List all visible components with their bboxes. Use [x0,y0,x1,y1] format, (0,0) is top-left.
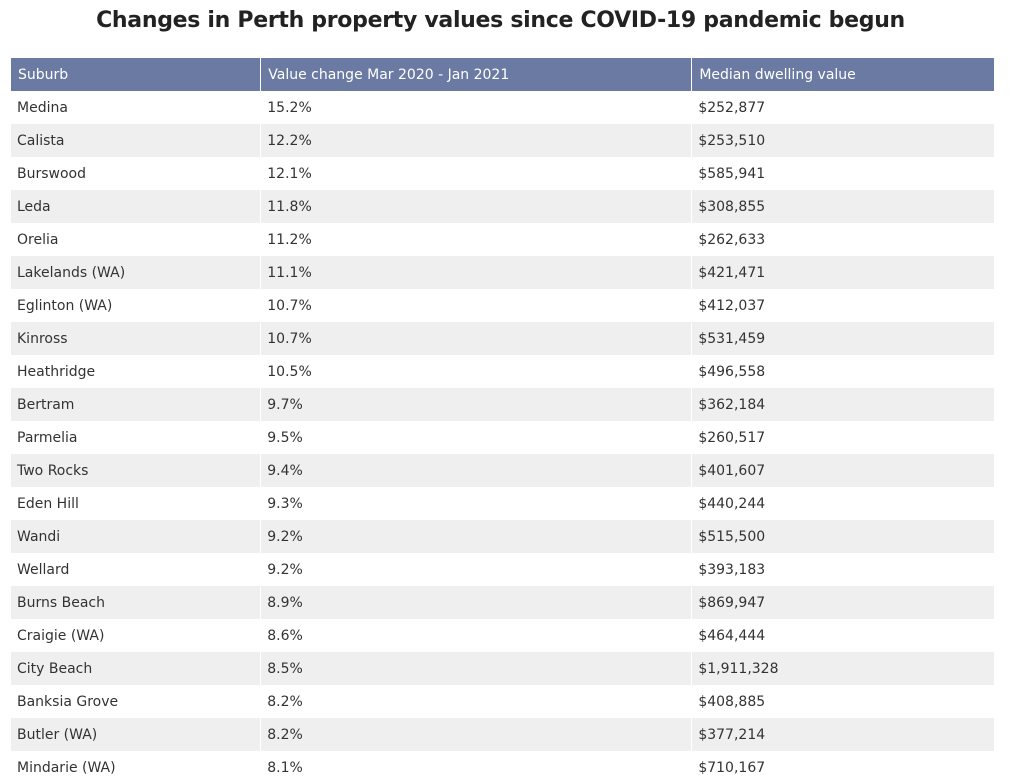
median-value-cell: $440,244 [691,487,994,520]
suburb-cell: Burswood [11,157,262,190]
value-change-cell: 10.7% [260,289,693,322]
value-change-cell: 8.5% [260,652,693,685]
value-change-cell: 9.5% [260,421,693,454]
table-body: Medina 15.2% $252,877 Calista 12.2% $253,510 B… [11,91,994,784]
median-value-cell: $464,444 [691,619,994,652]
table-row: Leda 11.8% $308,855 [11,190,994,223]
table-row: Parmelia 9.5% $260,517 [11,421,994,454]
suburb-cell: Bertram [11,388,262,421]
table-row: Heathridge 10.5% $496,558 [11,355,994,388]
median-value-cell: $710,167 [691,751,994,784]
table-row: Mindarie (WA) 8.1% $710,167 [11,751,994,784]
value-change-cell: 9.7% [260,388,693,421]
suburb-cell: Heathridge [11,355,262,388]
value-change-cell: 12.2% [260,124,693,157]
suburb-cell: Lakelands (WA) [11,256,262,289]
table-row: Craigie (WA) 8.6% $464,444 [11,619,994,652]
table-row: Orelia 11.2% $262,633 [11,223,994,256]
median-value-cell: $408,885 [691,685,994,718]
table-row: Medina 15.2% $252,877 [11,91,994,124]
suburb-cell: Kinross [11,322,262,355]
median-value-cell: $393,183 [691,553,994,586]
chart-title: Changes in Perth property values since C… [96,8,905,33]
median-value-cell: $362,184 [691,388,994,421]
median-value-cell: $253,510 [691,124,994,157]
column-header-value-change: Value change Mar 2020 - Jan 2021 [260,58,693,91]
median-value-cell: $585,941 [691,157,994,190]
suburb-cell: Eden Hill [11,487,262,520]
value-change-cell: 11.2% [260,223,693,256]
table-row: Two Rocks 9.4% $401,607 [11,454,994,487]
property-values-table: Suburb Value change Mar 2020 - Jan 2021 … [11,58,994,784]
median-value-cell: $531,459 [691,322,994,355]
suburb-cell: Banksia Grove [11,685,262,718]
value-change-cell: 10.7% [260,322,693,355]
value-change-cell: 8.1% [260,751,693,784]
median-value-cell: $262,633 [691,223,994,256]
table-row: Butler (WA) 8.2% $377,214 [11,718,994,751]
column-header-suburb: Suburb [11,58,262,91]
median-value-cell: $252,877 [691,91,994,124]
table-row: Burswood 12.1% $585,941 [11,157,994,190]
suburb-cell: Parmelia [11,421,262,454]
table-row: Wellard 9.2% $393,183 [11,553,994,586]
median-value-cell: $308,855 [691,190,994,223]
value-change-cell: 9.3% [260,487,693,520]
table-row: Eden Hill 9.3% $440,244 [11,487,994,520]
suburb-cell: Leda [11,190,262,223]
table-row: Banksia Grove 8.2% $408,885 [11,685,994,718]
value-change-cell: 8.6% [260,619,693,652]
suburb-cell: Calista [11,124,262,157]
value-change-cell: 11.1% [260,256,693,289]
table-row: City Beach 8.5% $1,911,328 [11,652,994,685]
median-value-cell: $1,911,328 [691,652,994,685]
median-value-cell: $412,037 [691,289,994,322]
table-row: Bertram 9.7% $362,184 [11,388,994,421]
suburb-cell: Medina [11,91,262,124]
value-change-cell: 15.2% [260,91,693,124]
value-change-cell: 10.5% [260,355,693,388]
median-value-cell: $421,471 [691,256,994,289]
table-row: Lakelands (WA) 11.1% $421,471 [11,256,994,289]
table-row: Burns Beach 8.9% $869,947 [11,586,994,619]
value-change-cell: 8.9% [260,586,693,619]
suburb-cell: City Beach [11,652,262,685]
table-row: Wandi 9.2% $515,500 [11,520,994,553]
median-value-cell: $869,947 [691,586,994,619]
suburb-cell: Orelia [11,223,262,256]
suburb-cell: Wellard [11,553,262,586]
median-value-cell: $496,558 [691,355,994,388]
table-row: Calista 12.2% $253,510 [11,124,994,157]
suburb-cell: Burns Beach [11,586,262,619]
value-change-cell: 9.4% [260,454,693,487]
table-row: Kinross 10.7% $531,459 [11,322,994,355]
header-row: Suburb Value change Mar 2020 - Jan 2021 … [11,58,994,91]
value-change-cell: 8.2% [260,685,693,718]
value-change-cell: 8.2% [260,718,693,751]
suburb-cell: Wandi [11,520,262,553]
table-row: Eglinton (WA) 10.7% $412,037 [11,289,994,322]
table-header: Suburb Value change Mar 2020 - Jan 2021 … [11,58,994,91]
suburb-cell: Eglinton (WA) [11,289,262,322]
value-change-cell: 9.2% [260,520,693,553]
column-header-median-value: Median dwelling value [691,58,994,91]
median-value-cell: $377,214 [691,718,994,751]
value-change-cell: 11.8% [260,190,693,223]
suburb-cell: Butler (WA) [11,718,262,751]
median-value-cell: $260,517 [691,421,994,454]
value-change-cell: 12.1% [260,157,693,190]
suburb-cell: Craigie (WA) [11,619,262,652]
suburb-cell: Two Rocks [11,454,262,487]
value-change-cell: 9.2% [260,553,693,586]
median-value-cell: $515,500 [691,520,994,553]
median-value-cell: $401,607 [691,454,994,487]
suburb-cell: Mindarie (WA) [11,751,262,784]
